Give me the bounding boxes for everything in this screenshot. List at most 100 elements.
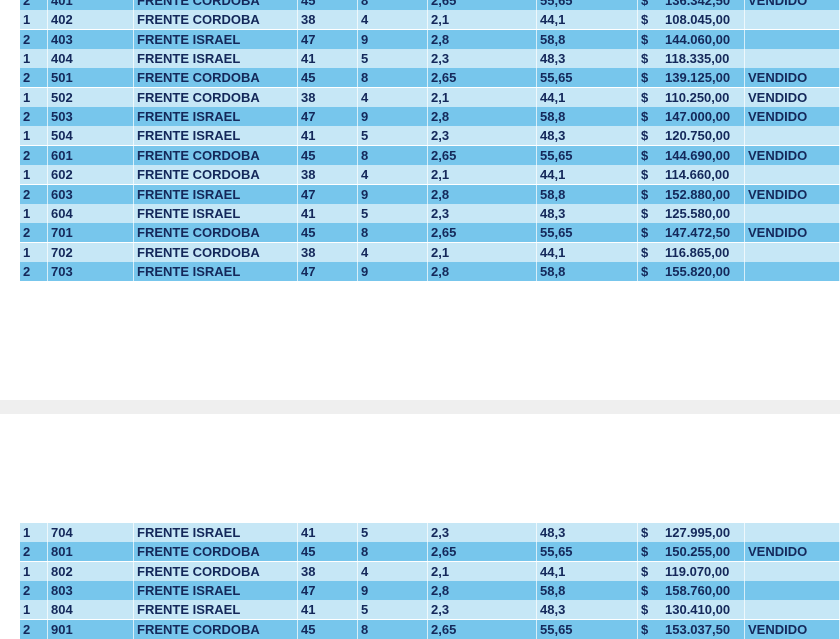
table-cell: 801	[48, 542, 134, 562]
table-cell: 701	[48, 223, 134, 243]
table-cell: FRENTE ISRAEL	[134, 126, 298, 146]
table-cell: 2	[20, 107, 48, 127]
table-cell: 1	[20, 523, 48, 542]
table-cell: FRENTE ISRAEL	[134, 261, 298, 281]
table-cell: 9	[358, 184, 428, 204]
table-cell: 153.037,50	[662, 619, 745, 639]
table-cell: 5	[358, 523, 428, 542]
table-cell: 127.995,00	[662, 523, 745, 542]
table-cell: 1	[20, 126, 48, 146]
table-cell: 2	[20, 261, 48, 281]
table-cell: 2,65	[428, 542, 537, 562]
table-row: 1 404 FRENTE ISRAEL 41 5 2,3 48,3 $118.335,00	[20, 49, 840, 69]
table-cell: 108.045,00	[662, 10, 745, 30]
table-cell: 1	[20, 165, 48, 185]
table-cell: 58,8	[537, 581, 638, 601]
table-cell: 48,3	[537, 126, 638, 146]
table-cell: FRENTE CORDOBA	[134, 542, 298, 562]
table-cell: 2,65	[428, 0, 537, 10]
table-cell: FRENTE CORDOBA	[134, 242, 298, 262]
table-cell: FRENTE ISRAEL	[134, 184, 298, 204]
table-cell: 38	[298, 165, 358, 185]
table-cell: 116.865,00	[662, 242, 745, 262]
table-cell	[745, 49, 840, 69]
table-cell: 144.690,00	[662, 145, 745, 165]
table-cell: 125.580,00	[662, 203, 745, 223]
table-cell	[745, 261, 840, 281]
table-cell: 2,3	[428, 49, 537, 69]
table-cell: 1	[20, 49, 48, 69]
table-row: 1 704 FRENTE ISRAEL 41 5 2,3 48,3 $127.995,00	[20, 523, 840, 542]
table-cell: 5	[358, 600, 428, 620]
table-row: 2 801 FRENTE CORDOBA 45 8 2,65 55,65 $150.255,0…	[20, 542, 840, 562]
table-cell: 2,8	[428, 581, 537, 601]
table-cell: 1	[20, 10, 48, 30]
table-cell: FRENTE CORDOBA	[134, 619, 298, 639]
table-cell: 152.880,00	[662, 184, 745, 204]
table-cell: 8	[358, 0, 428, 10]
table-cell: $	[641, 186, 649, 202]
table-cell: $	[641, 602, 649, 618]
table-cell: 147.000,00	[662, 107, 745, 127]
table-cell: 2,1	[428, 561, 537, 581]
table-cell	[745, 600, 840, 620]
table-cell: 8	[358, 542, 428, 562]
table-cell	[745, 126, 840, 146]
table-cell: 602	[48, 165, 134, 185]
table-cell: $	[641, 263, 649, 279]
table-cell: 38	[298, 87, 358, 107]
table-cell: $	[641, 51, 649, 67]
table-cell: 2,8	[428, 107, 537, 127]
table-cell: 402	[48, 10, 134, 30]
table-cell: FRENTE ISRAEL	[134, 203, 298, 223]
table-cell: 4	[358, 561, 428, 581]
table-cell: 55,65	[537, 619, 638, 639]
table-cell: 8	[358, 145, 428, 165]
table-cell: 5	[358, 203, 428, 223]
table-cell: 118.335,00	[662, 49, 745, 69]
table-cell: 155.820,00	[662, 261, 745, 281]
table-row: 1 804 FRENTE ISRAEL 41 5 2,3 48,3 $130.410,00	[20, 600, 840, 620]
table-cell: $	[641, 621, 649, 637]
table-row: 1 402 FRENTE CORDOBA 38 4 2,1 44,1 $108.045,00	[20, 10, 840, 30]
table-cell: FRENTE CORDOBA	[134, 561, 298, 581]
table-cell: $	[641, 12, 649, 28]
separator	[0, 400, 840, 414]
table-cell: 2,65	[428, 145, 537, 165]
table-cell: VENDIDO	[745, 619, 840, 639]
table-cell: $	[641, 70, 649, 86]
table-cell: 45	[298, 68, 358, 88]
table-cell: 41	[298, 600, 358, 620]
table-cell: 41	[298, 203, 358, 223]
table-cell: FRENTE CORDOBA	[134, 68, 298, 88]
table-cell: 8	[358, 619, 428, 639]
table-cell: 45	[298, 0, 358, 10]
table-cell: 158.760,00	[662, 581, 745, 601]
table-cell: 41	[298, 126, 358, 146]
table-cell: $	[641, 583, 649, 599]
table-row: 2 501 FRENTE CORDOBA 45 8 2,65 55,65 $139.125,0…	[20, 68, 840, 88]
table-cell: VENDIDO	[745, 87, 840, 107]
table-cell: 401	[48, 0, 134, 10]
table-cell: FRENTE ISRAEL	[134, 107, 298, 127]
table-cell: 44,1	[537, 561, 638, 581]
table-cell: 9	[358, 29, 428, 49]
table-cell	[745, 561, 840, 581]
table-cell: 55,65	[537, 223, 638, 243]
table-cell: $	[641, 109, 649, 125]
table-cell: $	[641, 205, 649, 221]
table-cell: 4	[358, 87, 428, 107]
table-cell: 48,3	[537, 600, 638, 620]
table-cell: 2,65	[428, 223, 537, 243]
table-cell: $	[641, 167, 649, 183]
table-cell: FRENTE CORDOBA	[134, 165, 298, 185]
table-row: 2 503 FRENTE ISRAEL 47 9 2,8 58,8 $147.000,00 VE…	[20, 107, 840, 127]
table-cell: $	[641, 525, 649, 540]
table-cell: 48,3	[537, 523, 638, 542]
table-row: 2 403 FRENTE ISRAEL 47 9 2,8 58,8 $144.060,00	[20, 29, 840, 49]
table-cell: 55,65	[537, 145, 638, 165]
table-cell: 2	[20, 619, 48, 639]
table-cell: 2	[20, 542, 48, 562]
table-cell: 2,1	[428, 10, 537, 30]
table-cell	[745, 203, 840, 223]
